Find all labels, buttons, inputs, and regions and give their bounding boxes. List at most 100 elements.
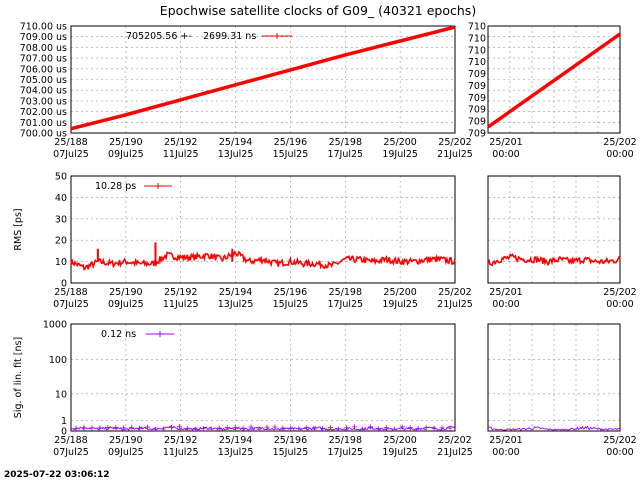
sigma-marker [447,425,453,431]
x-tick-label-top: 25/198 [329,435,362,446]
x-tick-label-top: 25/196 [274,435,307,446]
x-tick-label-bottom: 21Jul25 [437,149,473,160]
x-tick-label-bottom: 17Jul25 [327,299,363,310]
x-tick-label-top: 25/194 [219,137,252,148]
x-tick-label-top: 25/201 [489,137,522,148]
clock-series-line [486,32,622,129]
x-tick-label-bottom: 09Jul25 [108,299,144,310]
sigma-marker [105,425,111,431]
x-tick-label-top: 25/202 [438,435,471,446]
plot-frame [487,175,621,284]
x-tick-label-top: 25/188 [54,287,87,298]
sigma-marker [145,424,151,430]
x-tick-label-bottom: 07Jul25 [53,299,89,310]
y-tick-label: 709.00 us [20,32,67,43]
sigma-marker [113,425,119,431]
sigma-marker [375,426,381,432]
sigma-marker [129,424,135,430]
x-tick-label-top: 25/201 [489,435,522,446]
sigma-marker [184,426,190,432]
x-tick-label-bottom: 13Jul25 [218,299,254,310]
clock-series-line [70,25,456,131]
sigma-marker [264,424,270,430]
sigma-marker [320,425,326,431]
x-tick-label-top: 25/200 [383,137,416,148]
x-tick-label-bottom: 11Jul25 [163,299,199,310]
sigma-marker [168,425,174,430]
x-tick-label-bottom: 13Jul25 [218,149,254,160]
sigma-marker [216,425,222,431]
y-tick-label: 100 [49,355,67,366]
x-tick-label-bottom: 17Jul25 [327,447,363,458]
x-tick-label-bottom: 17Jul25 [327,149,363,160]
x-tick-label-top: 25/196 [274,137,307,148]
x-tick-label-bottom: 00:00 [606,299,633,310]
rms-series-line [70,250,456,271]
sigma-marker [423,425,429,431]
right-y-tick-label: 709 [468,105,486,116]
sigma-marker [97,425,103,431]
y-tick-label: 10 [55,257,67,268]
sigma-marker [280,425,286,431]
sigma-marker [176,424,182,430]
sigma-marker [399,424,405,430]
sigma-marker [431,425,437,431]
right-y-tick-label: 709 [468,81,486,92]
y-tick-label: 1000 [43,320,67,331]
x-tick-label-top: 25/194 [219,287,252,298]
y-tick-label: 0 [61,426,67,437]
sigma-marker [359,426,365,432]
sigma-marker [161,426,167,432]
y-tick-label: 710.00 us [20,22,67,33]
y-axis-label: RMS [ps] [13,208,24,250]
sigma-marker [344,425,350,431]
y-tick-label: 40 [55,193,67,204]
right-y-tick-label: 709 [468,129,486,140]
legend-text-2: 2699.31 ns [203,31,256,42]
plot-frame [487,323,621,432]
x-tick-label-top: 25/188 [54,435,87,446]
right-y-tick-label: 709 [468,93,486,104]
y-tick-label: 30 [55,214,67,225]
x-tick-label-bottom: 13Jul25 [218,447,254,458]
rms-series-line [487,252,621,267]
x-tick-label-top: 25/196 [274,287,307,298]
x-tick-label-bottom: 11Jul25 [163,149,199,160]
sigma-marker [407,425,413,431]
sigma-marker [232,425,238,431]
timestamp: 2025-07-22 03:06:12 [4,470,109,480]
y-tick-label: 706.00 us [20,64,67,75]
x-tick-label-bottom: 09Jul25 [108,149,144,160]
sigma-marker [121,425,127,431]
sigma-marker [153,426,159,432]
plot-frame [70,175,456,284]
sigma-marker [383,425,389,431]
x-tick-label-top: 25/202 [603,137,636,148]
sigma-marker [224,424,230,430]
x-tick-label-bottom: 15Jul25 [273,299,309,310]
sigma-marker [272,424,278,430]
x-tick-label-bottom: 00:00 [492,447,519,458]
sigma-marker [81,425,87,431]
chart-title: Epochwise satellite clocks of G09_ (4032… [160,3,476,18]
x-tick-label-bottom: 00:00 [606,447,633,458]
sigma-marker [312,426,318,432]
x-tick-label-top: 25/190 [109,287,142,298]
y-tick-label: 702.00 us [20,107,67,118]
y-tick-label: 704.00 us [20,86,67,97]
x-tick-label-top: 25/192 [164,435,197,446]
clock-right-plot: 25/20100:0025/20200:00709709709709709709… [468,22,637,161]
x-tick-label-top: 25/202 [438,287,471,298]
sigma-marker [336,426,342,432]
x-tick-label-bottom: 19Jul25 [382,299,418,310]
sigma-marker [296,426,302,432]
sigma-marker [200,426,206,432]
x-tick-label-top: 25/194 [219,435,252,446]
